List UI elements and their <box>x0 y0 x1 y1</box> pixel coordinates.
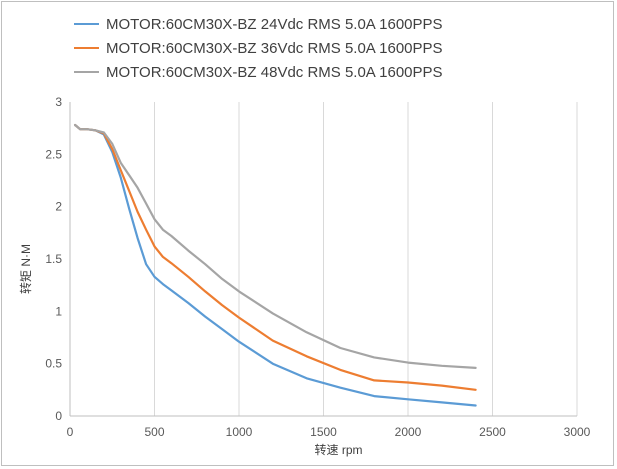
series-line-3 <box>73 123 477 369</box>
x-tick-label-0: 0 <box>67 425 74 439</box>
y-tick-label-3: 3 <box>55 95 62 109</box>
x-axis-title: 转速 rpm <box>314 442 362 457</box>
x-tick-label-2500: 2500 <box>479 425 506 439</box>
y-tick-label-2.5: 2.5 <box>45 147 62 161</box>
y-axis-title: 转矩 N·M <box>18 244 33 294</box>
gridlines <box>154 102 578 416</box>
series-lines <box>73 123 477 407</box>
axes <box>69 102 577 417</box>
series-line-2 <box>73 123 477 391</box>
y-tick-label-2: 2 <box>55 200 62 214</box>
x-tick-label-2000: 2000 <box>395 425 422 439</box>
y-tick-label-1: 1 <box>55 304 62 318</box>
legend-label-3: MOTOR:60CM30X-BZ 48Vdc RMS 5.0A 1600PPS <box>106 64 443 81</box>
x-tick-label-1000: 1000 <box>226 425 253 439</box>
y-tick-label-0: 0 <box>55 409 62 423</box>
x-tick-label-1500: 1500 <box>310 425 337 439</box>
legend-label-1: MOTOR:60CM30X-BZ 24Vdc RMS 5.0A 1600PPS <box>106 16 443 33</box>
x-tick-label-500: 500 <box>144 425 164 439</box>
tick-labels: 0 500 1000 1500 2000 2500 3000 0 0.5 1 1.5 2 2.5 3 <box>45 95 590 439</box>
legend: MOTOR:60CM30X-BZ 24Vdc RMS 5.0A 1600PPS M… <box>74 16 443 81</box>
x-tick-label-3000: 3000 <box>564 425 591 439</box>
y-tick-label-1.5: 1.5 <box>45 252 62 266</box>
y-tick-label-0.5: 0.5 <box>45 357 62 371</box>
legend-label-2: MOTOR:60CM30X-BZ 36Vdc RMS 5.0A 1600PPS <box>106 40 443 57</box>
